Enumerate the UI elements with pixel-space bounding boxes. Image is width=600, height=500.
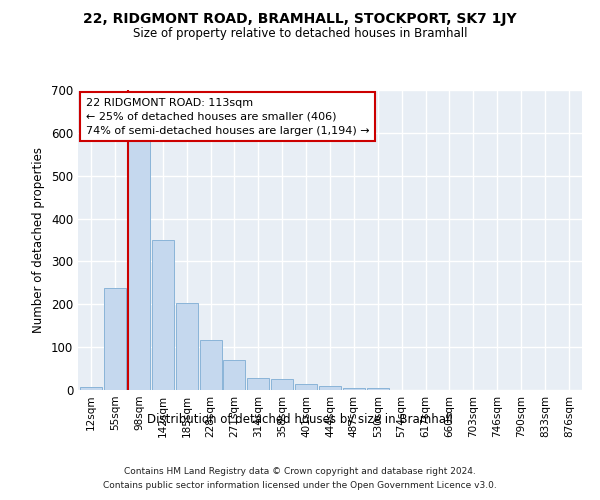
Bar — [343, 388, 365, 390]
Bar — [223, 360, 245, 390]
Bar — [128, 138, 150, 390]
Text: Size of property relative to detached houses in Bramhall: Size of property relative to detached ho… — [133, 28, 467, 40]
Text: 22, RIDGMONT ROAD, BRAMHALL, STOCKPORT, SK7 1JY: 22, RIDGMONT ROAD, BRAMHALL, STOCKPORT, … — [83, 12, 517, 26]
Bar — [152, 240, 174, 390]
Bar — [319, 386, 341, 390]
Bar — [271, 380, 293, 390]
Bar — [295, 384, 317, 390]
Text: Contains public sector information licensed under the Open Government Licence v3: Contains public sector information licen… — [103, 481, 497, 490]
Bar — [104, 288, 126, 390]
Text: Distribution of detached houses by size in Bramhall: Distribution of detached houses by size … — [147, 412, 453, 426]
Y-axis label: Number of detached properties: Number of detached properties — [32, 147, 46, 333]
Bar — [176, 303, 197, 390]
Bar — [200, 340, 221, 390]
Bar — [367, 388, 389, 390]
Text: Contains HM Land Registry data © Crown copyright and database right 2024.: Contains HM Land Registry data © Crown c… — [124, 468, 476, 476]
Bar — [247, 378, 269, 390]
Text: 22 RIDGMONT ROAD: 113sqm
← 25% of detached houses are smaller (406)
74% of semi-: 22 RIDGMONT ROAD: 113sqm ← 25% of detach… — [86, 98, 369, 136]
Bar — [80, 387, 102, 390]
